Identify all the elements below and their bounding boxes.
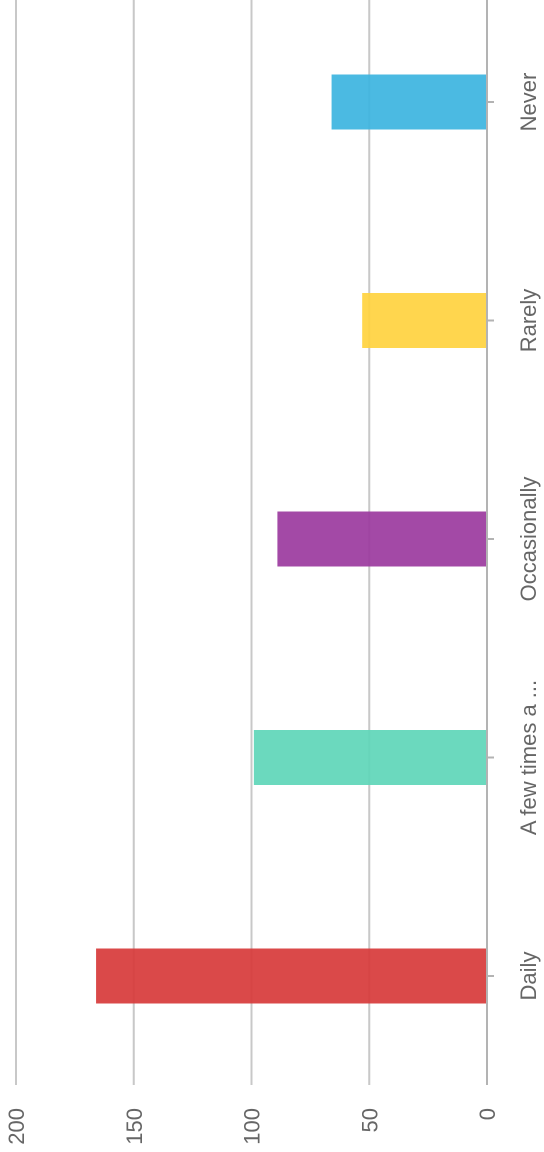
tick-label-200: 200 [4, 1108, 29, 1145]
bar-0 [96, 948, 487, 1004]
tick-label-150: 150 [122, 1108, 147, 1145]
category-label-3: Rarely [516, 289, 541, 353]
category-label-1: A few times a ... [516, 680, 541, 835]
tick-label-100: 100 [240, 1108, 265, 1145]
category-label-0: Daily [516, 952, 541, 1001]
bars [96, 74, 487, 1004]
bar-2 [277, 511, 487, 567]
value-tick-labels: 0 50 100 150 200 [4, 1108, 500, 1145]
bar-4 [331, 74, 487, 130]
category-axis [486, 0, 494, 1085]
category-label-4: Never [516, 73, 541, 132]
bar-1 [253, 730, 487, 785]
tick-label-0: 0 [475, 1108, 500, 1120]
bar-3 [362, 293, 487, 348]
category-labels: Daily A few times a ... Occasionally Rarely… [516, 73, 541, 1001]
category-label-2: Occasionally [516, 477, 541, 602]
tick-label-50: 50 [357, 1108, 382, 1132]
